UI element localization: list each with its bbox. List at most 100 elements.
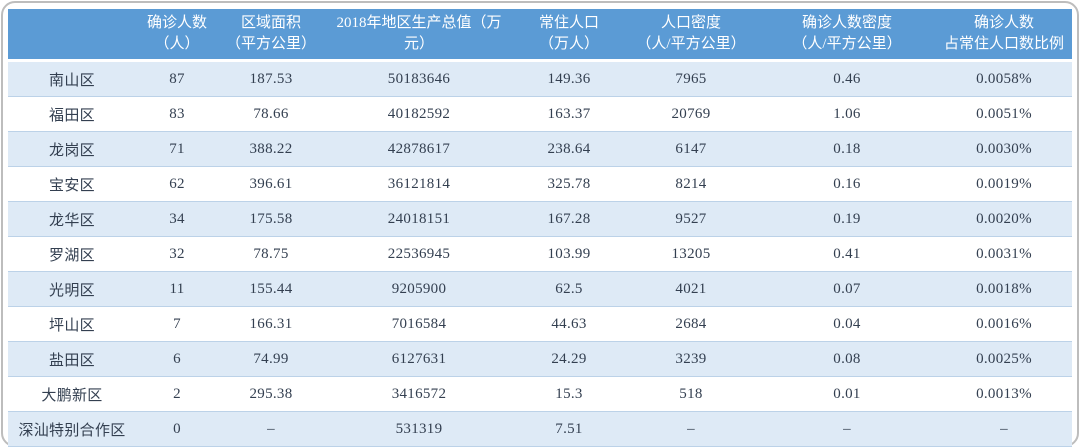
data-cell: 13205 <box>624 237 758 272</box>
table-body: 南山区 87 187.53 50183646 149.36 7965 0.46 0.0058%… <box>8 62 1072 447</box>
data-cell: 0.46 <box>758 62 936 97</box>
table-row: 坪山区 7 166.31 7016584 44.63 2684 0.04 0.0016% <box>8 307 1072 342</box>
data-cell: 2 <box>136 377 218 412</box>
data-cell: 6 <box>136 342 218 377</box>
table-row: 龙岗区 71 388.22 42878617 238.64 6147 0.18 0.0030% <box>8 132 1072 167</box>
data-cell: 74.99 <box>218 342 324 377</box>
row-name-cell: 宝安区 <box>8 167 136 202</box>
header-cell: 确诊人数 占常住人口数比例 <box>936 9 1072 62</box>
header-cell: 确诊人数密度 （人/平方公里） <box>758 9 936 62</box>
data-cell: 0.01 <box>758 377 936 412</box>
data-cell: 42878617 <box>324 132 514 167</box>
data-cell: 103.99 <box>514 237 624 272</box>
data-cell: 40182592 <box>324 97 514 132</box>
data-cell: 187.53 <box>218 62 324 97</box>
data-cell: 71 <box>136 132 218 167</box>
data-cell: 167.28 <box>514 202 624 237</box>
data-cell: 0.0016% <box>936 307 1072 342</box>
data-cell: 325.78 <box>514 167 624 202</box>
data-cell: 0.0030% <box>936 132 1072 167</box>
data-cell: – <box>624 412 758 447</box>
row-name-cell: 坪山区 <box>8 307 136 342</box>
data-cell: 396.61 <box>218 167 324 202</box>
table-row: 罗湖区 32 78.75 22536945 103.99 13205 0.41 0.0031% <box>8 237 1072 272</box>
header-cell: 2018年地区生产总值（万 元） <box>324 9 514 62</box>
row-name-cell: 大鹏新区 <box>8 377 136 412</box>
data-cell: 44.63 <box>514 307 624 342</box>
row-name-cell: 龙华区 <box>8 202 136 237</box>
data-cell: 3416572 <box>324 377 514 412</box>
data-cell: 9205900 <box>324 272 514 307</box>
data-cell: – <box>936 412 1072 447</box>
data-cell: 0.16 <box>758 167 936 202</box>
data-cell: 0.04 <box>758 307 936 342</box>
data-cell: 531319 <box>324 412 514 447</box>
header-row: 确诊人数 （人） 区域面积 （平方公里） 2018年地区生产总值（万 元） 常住人口 … <box>8 9 1072 62</box>
data-cell: 0.0051% <box>936 97 1072 132</box>
data-cell: 0.0013% <box>936 377 1072 412</box>
data-cell: 62.5 <box>514 272 624 307</box>
data-cell: 32 <box>136 237 218 272</box>
data-cell: 238.64 <box>514 132 624 167</box>
table-row: 深汕特别合作区 0–531319 7.51– – – <box>8 412 1072 447</box>
row-name-cell: 盐田区 <box>8 342 136 377</box>
header-cell: 确诊人数 （人） <box>136 9 218 62</box>
data-cell: 388.22 <box>218 132 324 167</box>
table-row: 大鹏新区 2 295.38 3416572 15.3 518 0.01 0.0013% <box>8 377 1072 412</box>
data-cell: 2684 <box>624 307 758 342</box>
data-cell: 4021 <box>624 272 758 307</box>
data-cell: 7 <box>136 307 218 342</box>
data-cell: 7965 <box>624 62 758 97</box>
data-cell: 0.07 <box>758 272 936 307</box>
data-cell: 50183646 <box>324 62 514 97</box>
data-cell: 3239 <box>624 342 758 377</box>
row-name-cell: 福田区 <box>8 97 136 132</box>
row-name-cell: 龙岗区 <box>8 132 136 167</box>
data-cell: 62 <box>136 167 218 202</box>
data-cell: 15.3 <box>514 377 624 412</box>
data-cell: 0.0058% <box>936 62 1072 97</box>
data-cell: 87 <box>136 62 218 97</box>
data-cell: 0.0025% <box>936 342 1072 377</box>
data-cell: 175.58 <box>218 202 324 237</box>
table-row: 光明区 11 155.44 9205900 62.5 4021 0.07 0.0018% <box>8 272 1072 307</box>
data-cell: 7.51 <box>514 412 624 447</box>
header-cell-district <box>8 9 136 62</box>
data-cell: 0.0018% <box>936 272 1072 307</box>
data-cell: 0.19 <box>758 202 936 237</box>
header-cell: 区域面积 （平方公里） <box>218 9 324 62</box>
table-row: 南山区 87 187.53 50183646 149.36 7965 0.46 0.0058% <box>8 62 1072 97</box>
data-cell: 78.75 <box>218 237 324 272</box>
data-cell: 0 <box>136 412 218 447</box>
data-cell: 0.18 <box>758 132 936 167</box>
table-row: 宝安区 62 396.61 36121814 325.78 8214 0.16 0.0019% <box>8 167 1072 202</box>
data-cell: 6127631 <box>324 342 514 377</box>
data-cell: 6147 <box>624 132 758 167</box>
data-cell: 149.36 <box>514 62 624 97</box>
data-cell: 24018151 <box>324 202 514 237</box>
data-cell: 34 <box>136 202 218 237</box>
data-cell: 7016584 <box>324 307 514 342</box>
data-cell: 11 <box>136 272 218 307</box>
district-data-table: 确诊人数 （人） 区域面积 （平方公里） 2018年地区生产总值（万 元） 常住人口 … <box>8 9 1072 447</box>
data-cell: 0.41 <box>758 237 936 272</box>
row-name-cell: 深汕特别合作区 <box>8 412 136 447</box>
data-cell: 518 <box>624 377 758 412</box>
data-cell: 9527 <box>624 202 758 237</box>
data-cell: 155.44 <box>218 272 324 307</box>
data-cell: 0.08 <box>758 342 936 377</box>
header-cell: 人口密度 （人/平方公里） <box>624 9 758 62</box>
header-cell: 常住人口 （万人） <box>514 9 624 62</box>
data-cell: 0.0019% <box>936 167 1072 202</box>
data-cell: 0.0020% <box>936 202 1072 237</box>
table-row: 盐田区 6 74.99 6127631 24.29 3239 0.08 0.0025% <box>8 342 1072 377</box>
row-name-cell: 光明区 <box>8 272 136 307</box>
data-cell: 0.0031% <box>936 237 1072 272</box>
data-cell: 83 <box>136 97 218 132</box>
data-cell: 166.31 <box>218 307 324 342</box>
row-name-cell: 南山区 <box>8 62 136 97</box>
data-cell: 163.37 <box>514 97 624 132</box>
data-cell: 20769 <box>624 97 758 132</box>
data-cell: 1.06 <box>758 97 936 132</box>
